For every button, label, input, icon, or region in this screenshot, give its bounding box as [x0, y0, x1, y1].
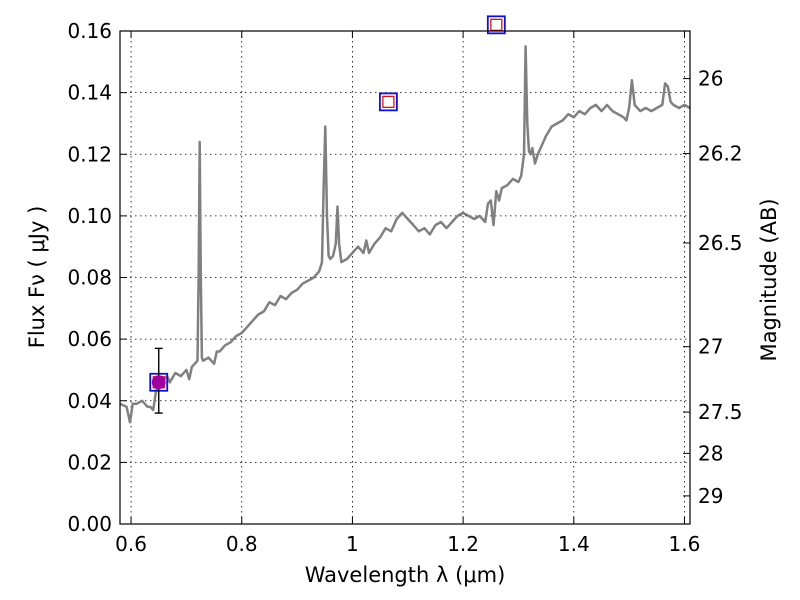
y2-tick-label: 26: [698, 67, 723, 91]
y-axis-title: Flux Fν ( μJy ): [25, 206, 49, 349]
model-point-outer-square: [378, 92, 398, 112]
marker-layer: [149, 15, 506, 414]
x-tick-label: 0.8: [226, 532, 258, 556]
y-tick-label: 0.04: [67, 389, 112, 413]
photometry-point: [151, 375, 166, 390]
y-tick-label: 0.14: [67, 81, 112, 105]
x-tick-label: 1: [346, 532, 359, 556]
spectrum-line: [120, 45, 690, 424]
y-tick-label: 0.00: [67, 512, 112, 536]
y-tick-label: 0.06: [67, 327, 112, 351]
x-axis: 0.6 0.8 1 1.2 1.4 1.6: [115, 31, 700, 556]
y2-tick-label: 26.5: [698, 231, 743, 255]
y-tick-label: 0.02: [67, 450, 112, 474]
x-axis-title: Wavelength λ (μm): [305, 563, 506, 587]
model-point-outer-square: [486, 15, 506, 35]
y-tick-label: 0.10: [67, 204, 112, 228]
x-tick-label: 1.6: [669, 532, 701, 556]
y2-tick-label: 28: [698, 441, 723, 465]
series-layer: [120, 45, 690, 424]
y-tick-label: 0.12: [67, 142, 112, 166]
model-point-inner-square: [490, 18, 503, 31]
y-tick-label: 0.08: [67, 266, 112, 290]
model-point-inner-square: [382, 95, 395, 109]
y2-tick-label: 27: [698, 335, 723, 359]
x-tick-label: 0.6: [115, 532, 147, 556]
y2-tick-label: 27.5: [698, 400, 743, 424]
y2-tick-label: 26.2: [698, 142, 743, 166]
y-axis: 0.00 0.02 0.04 0.06 0.08 0.10 0.12 0.14 0.16: [67, 19, 127, 536]
y2-tick-label: 29: [698, 484, 723, 508]
x-tick-label: 1.4: [558, 532, 590, 556]
y2-axis: 26 26.2 26.5 27 27.5 28 29: [683, 67, 743, 508]
x-tick-label: 1.2: [447, 532, 479, 556]
y-tick-label: 0.16: [67, 19, 112, 43]
y2-axis-title: Magnitude (AB): [757, 198, 781, 361]
